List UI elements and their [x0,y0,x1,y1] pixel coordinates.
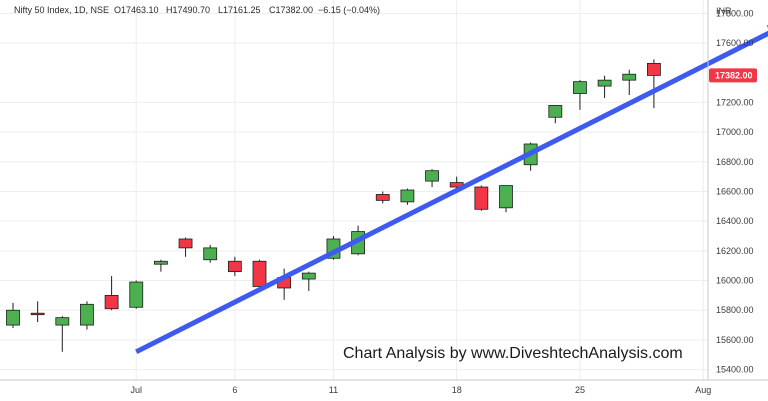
candle [425,169,439,188]
candle [499,185,513,213]
y-tick-label: 17800.00 [716,8,754,18]
candle [301,271,316,291]
last-price-tag-bg [709,68,757,83]
candle [178,237,193,257]
y-tick-label: 17000.00 [716,127,754,137]
candle-body-down [178,238,193,249]
chart-header: Nifty 50 Index, 1D, NSE O17463.10 H17490… [14,5,380,15]
currency-label: INR [716,6,732,16]
candle-body-down [104,294,119,310]
candle [573,80,587,110]
y-tick-label: 16800.00 [716,157,754,167]
candle [597,75,612,98]
candle [622,69,637,95]
candle-body-up [153,260,168,265]
candle-body-down [474,186,489,210]
header-high: H17490.70 [166,5,210,15]
y-tick-label: 15800.00 [716,305,754,315]
header-symbol: Nifty 50 Index, 1D, NSE [14,5,109,15]
time-axis[interactable]: Jul6111825Aug8 [130,385,768,395]
x-tick-label: 18 [452,385,462,395]
y-tick-label: 17200.00 [716,97,754,107]
y-tick-label: 16200.00 [716,246,754,256]
candle [104,276,119,311]
candle [6,302,20,329]
last-price-tag-text: 17382.00 [715,70,753,80]
candle [203,244,218,263]
x-tick-label: 11 [329,385,338,395]
candle [153,259,168,272]
candle [227,256,242,277]
last-price-tag: 17382.00 [709,68,757,83]
candle [129,280,144,309]
price-axis[interactable]: 15400.00 15600.00 15800.00 16000.00 16200.00… [716,8,754,374]
plot-area [0,0,708,380]
watermark-text: Chart Analysis by www.DiveshtechAnalysis… [343,345,683,362]
candle-body-up [55,317,70,326]
candle [474,185,489,211]
candle-body-up [301,272,316,280]
candle [400,188,415,205]
candle-body-up [425,170,439,182]
candle [375,191,390,204]
candle-body-down [375,194,390,201]
candle-body-up [548,104,563,118]
candle-body-up [622,73,637,81]
candle-body-up [499,185,513,209]
candle-body-down [252,260,267,287]
y-tick-label: 16600.00 [716,186,754,196]
x-tick-label: 25 [575,385,585,395]
candle [30,301,45,323]
x-tick-label: 6 [232,385,237,395]
candle-body-up [6,309,20,326]
candle-body-down [30,312,45,316]
candle-body-up [400,189,415,203]
y-tick-label: 16400.00 [716,216,754,226]
y-tick-label: 15600.00 [716,335,754,345]
candle-body-up [80,303,94,326]
trend-line [135,30,768,355]
y-tick-label: 15400.00 [716,365,754,375]
candle [647,59,661,109]
header-low: L17161.25 [218,5,261,15]
x-tick-label: Aug [695,385,711,395]
candle [55,316,70,352]
header-change: −6.15 (−0.04%) [318,5,380,15]
candle-body-up [573,81,587,94]
candle-body-down [227,260,242,273]
candle-body-up [129,281,144,308]
y-tick-label: 17600.00 [716,38,754,48]
candle-body-down [647,62,661,76]
candle [252,259,267,287]
candle-body-up [203,247,218,261]
y-tick-label: 16000.00 [716,276,754,286]
header-close: C17382.00 [269,5,313,15]
candle [80,301,94,330]
candles [6,59,661,352]
candle [548,104,563,124]
header-open: O17463.10 [114,5,159,15]
x-tick-label: Jul [130,385,142,395]
candle-body-up [597,79,612,87]
